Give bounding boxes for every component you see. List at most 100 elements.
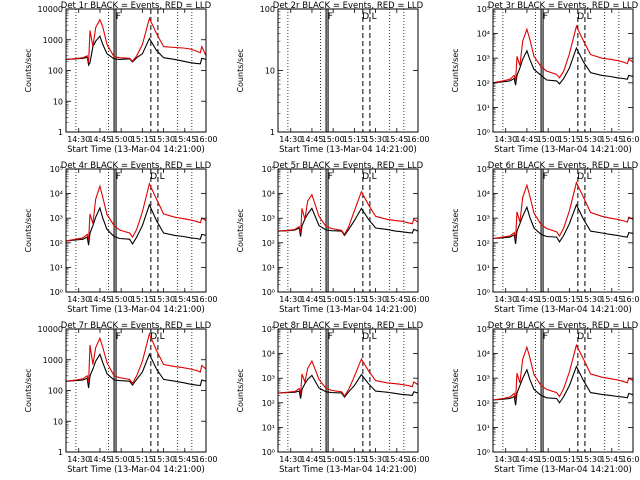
x-tick-label: 15:00	[110, 135, 133, 144]
x-tick-label: 14:45	[515, 455, 538, 464]
y-tick-label: 10⁴	[262, 190, 275, 199]
x-tick-label: 16:00	[406, 135, 429, 144]
x-axis-label: Start Time (13-Mar-04 14:21:00)	[67, 465, 205, 475]
x-tick-label: 16:00	[194, 135, 217, 144]
top-flag-label: D	[577, 332, 584, 342]
x-tick-label: 15:30	[364, 135, 387, 144]
y-tick-label: 10⁵	[477, 165, 490, 174]
events-series-line	[492, 46, 634, 86]
x-tick-label: 15:00	[537, 135, 560, 144]
panel-title: Det 2r BLACK = Events, RED = LLD	[273, 1, 424, 11]
x-tick-label: 14:30	[494, 135, 517, 144]
y-tick-label: 10³	[262, 374, 275, 383]
x-axis-label: Start Time (13-Mar-04 14:21:00)	[67, 145, 205, 155]
top-flag-label: F	[116, 332, 121, 342]
x-tick-label: 15:00	[110, 295, 133, 304]
top-flag-label: L	[372, 332, 377, 342]
y-tick-label: 10¹	[262, 263, 275, 272]
top-flag-label: L	[160, 332, 165, 342]
top-flag-label: L	[372, 12, 377, 22]
x-tick-label: 15:45	[173, 295, 196, 304]
y-tick-label: 10¹	[477, 263, 490, 272]
panel-title: Det 9r BLACK = Events, RED = LLD	[488, 321, 639, 331]
x-tick-label: 16:00	[621, 455, 640, 464]
plot-frame	[65, 8, 207, 133]
top-flag-label: F	[328, 172, 333, 182]
lld-series-line	[492, 24, 634, 84]
events-series-line	[277, 207, 419, 237]
y-tick-label: 10²	[477, 239, 490, 248]
x-tick-label: 15:30	[579, 295, 602, 304]
x-tick-label: 14:45	[88, 455, 111, 464]
x-tick-label: 16:00	[621, 135, 640, 144]
x-axis-label: Start Time (13-Mar-04 14:21:00)	[279, 305, 417, 315]
x-tick-label: 15:30	[579, 455, 602, 464]
x-axis-label: Start Time (13-Mar-04 14:21:00)	[494, 145, 632, 155]
top-flag-label: D	[362, 12, 369, 22]
events-series-line	[492, 203, 634, 244]
plot-frame	[277, 8, 419, 133]
y-tick-label: 10¹	[477, 423, 490, 432]
panel-title: Det 4r BLACK = Events, RED = LLD	[61, 161, 212, 171]
x-tick-label: 14:30	[279, 455, 302, 464]
y-axis-label: Counts/sec	[236, 208, 245, 252]
y-tick-label: 100	[260, 5, 275, 14]
x-tick-label: 15:00	[322, 295, 345, 304]
plot-frame	[65, 328, 207, 453]
y-tick-label: 10⁴	[477, 30, 490, 39]
x-tick-label: 15:45	[385, 295, 408, 304]
x-axis-label: Start Time (13-Mar-04 14:21:00)	[67, 305, 205, 315]
y-tick-label: 10³	[477, 54, 490, 63]
plot-frame	[277, 168, 419, 293]
lld-series-line	[277, 357, 419, 397]
top-flag-label: L	[587, 12, 592, 22]
x-tick-label: 15:15	[343, 295, 366, 304]
top-flag-label: F	[543, 172, 548, 182]
top-flag-label: D	[577, 12, 584, 22]
plot-frame	[492, 168, 634, 293]
x-tick-label: 15:15	[558, 455, 581, 464]
y-tick-label: 10²	[477, 399, 490, 408]
x-tick-label: 15:00	[322, 455, 345, 464]
x-tick-label: 15:15	[131, 135, 154, 144]
x-tick-label: 16:00	[406, 455, 429, 464]
y-axis-label: Counts/sec	[24, 368, 33, 412]
plot-frame	[492, 328, 634, 453]
x-axis-label: Start Time (13-Mar-04 14:21:00)	[494, 465, 632, 475]
top-flag-label: D	[362, 332, 369, 342]
panel-title: Det 5r BLACK = Events, RED = LLD	[273, 161, 424, 171]
top-flag-label: L	[160, 172, 165, 182]
panel-title: Det 3r BLACK = Events, RED = LLD	[488, 1, 639, 11]
y-tick-label: 1	[58, 128, 63, 137]
x-tick-label: 15:15	[343, 455, 366, 464]
x-tick-label: 15:45	[600, 135, 623, 144]
y-tick-label: 10⁰	[477, 288, 490, 297]
y-tick-label: 10¹	[477, 103, 490, 112]
y-tick-label: 10	[265, 67, 275, 76]
top-flag-label: L	[372, 172, 377, 182]
x-tick-label: 14:30	[279, 295, 302, 304]
panel-title: Det 8r BLACK = Events, RED = LLD	[273, 321, 424, 331]
y-tick-label: 10⁴	[477, 350, 490, 359]
y-tick-label: 1000	[43, 36, 63, 45]
top-flag-label: D	[150, 332, 157, 342]
y-tick-label: 10⁵	[262, 165, 275, 174]
x-tick-label: 16:00	[406, 295, 429, 304]
x-axis-label: Start Time (13-Mar-04 14:21:00)	[494, 305, 632, 315]
top-flag-label: F	[116, 172, 121, 182]
y-axis-label: Counts/sec	[236, 48, 245, 92]
x-tick-label: 14:30	[279, 135, 302, 144]
x-tick-label: 16:00	[194, 455, 217, 464]
x-tick-label: 15:00	[537, 455, 560, 464]
y-tick-label: 10¹	[50, 263, 63, 272]
y-tick-label: 10⁵	[50, 165, 63, 174]
y-tick-label: 10⁴	[50, 190, 63, 199]
x-tick-label: 15:30	[152, 295, 175, 304]
y-tick-label: 1	[270, 128, 275, 137]
x-tick-label: 16:00	[621, 295, 640, 304]
y-tick-label: 10	[53, 97, 63, 106]
